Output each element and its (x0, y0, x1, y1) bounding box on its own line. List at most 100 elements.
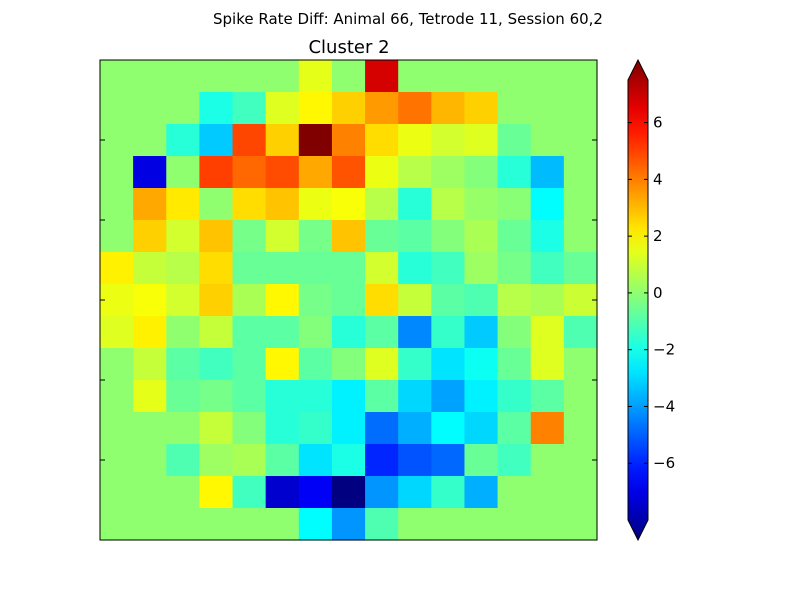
heatmap-cell (100, 380, 134, 413)
colorbar-tick-label: −4 (653, 397, 675, 415)
heatmap-cell (265, 284, 300, 317)
heatmap-cell (133, 316, 167, 349)
heatmap-cell (232, 220, 267, 253)
heatmap-cell (232, 348, 267, 381)
heatmap-cell (563, 92, 598, 125)
heatmap-cell (497, 92, 532, 125)
heatmap-cell (199, 476, 234, 509)
colorbar-tick-label: −6 (653, 454, 675, 472)
heatmap-cell (232, 252, 267, 285)
heatmap-cell (100, 252, 134, 285)
heatmap-cell (166, 156, 200, 189)
heatmap-cell (530, 252, 565, 285)
heatmap-cell (199, 92, 234, 125)
heatmap-cell (298, 252, 333, 285)
heatmap-cell (100, 284, 134, 317)
heatmap-cell (464, 348, 499, 381)
heatmap-cell (530, 380, 565, 413)
heatmap-cell (464, 92, 499, 125)
heatmap-cell (431, 188, 466, 221)
heatmap-cell (331, 252, 366, 285)
heatmap-cell (232, 380, 267, 413)
heatmap-cell (265, 188, 300, 221)
heatmap-cell (398, 60, 432, 93)
heatmap-cell (365, 380, 399, 413)
heatmap-cell (365, 444, 399, 477)
heatmap-cell (331, 60, 366, 93)
heatmap-cell (133, 252, 167, 285)
heatmap-cell (398, 380, 432, 413)
heatmap-cell (365, 508, 399, 541)
heatmap-cell (497, 252, 532, 285)
heatmap-cell (298, 220, 333, 253)
heatmap-cell (563, 444, 598, 477)
heatmap-cell (298, 444, 333, 477)
heatmap-cell (497, 508, 532, 541)
heatmap-cell (431, 252, 466, 285)
heatmap-cell (431, 284, 466, 317)
heatmap-cell (563, 284, 598, 317)
heatmap-cell (331, 220, 366, 253)
heatmap-cell (431, 508, 466, 541)
heatmap-cell (100, 92, 134, 125)
heatmap-cell (331, 380, 366, 413)
heatmap-cell (232, 412, 267, 445)
colorbar-ticks: 6 4 2 0 −2 −4 −6 (628, 114, 675, 472)
heatmap-cell (464, 252, 499, 285)
heatmap-cell (133, 476, 167, 509)
heatmap-cell (232, 284, 267, 317)
heatmap-cell (331, 444, 366, 477)
heatmap-cell (563, 476, 598, 509)
heatmap-cell (166, 284, 200, 317)
heatmap-cell (199, 252, 234, 285)
heatmap-cell (563, 124, 598, 157)
heatmap-cell (133, 412, 167, 445)
heatmap-cell (563, 348, 598, 381)
heatmap-cell (530, 124, 565, 157)
colorbar-body (627, 58, 649, 542)
heatmap-cell (265, 92, 300, 125)
heatmap-cell (431, 124, 466, 157)
heatmap-cell (199, 348, 234, 381)
colorbar-tick-label: 2 (653, 227, 663, 245)
heatmap-cell (365, 476, 399, 509)
heatmap-cell (464, 124, 499, 157)
heatmap-cell (431, 348, 466, 381)
heatmap-cell (365, 156, 399, 189)
heatmap-cell (464, 444, 499, 477)
heatmap-cell (298, 316, 333, 349)
heatmap-cell (133, 92, 167, 125)
heatmap-cell (563, 380, 598, 413)
heatmap-cell (398, 252, 432, 285)
heatmap-cell (398, 444, 432, 477)
heatmap-cell (166, 380, 200, 413)
heatmap-cell (166, 220, 200, 253)
heatmap-cell (464, 508, 499, 541)
heatmap-cell (166, 348, 200, 381)
heatmap-cell (530, 284, 565, 317)
colorbar-tick-label: −2 (653, 341, 675, 359)
heatmap-cell (398, 284, 432, 317)
heatmap-cell (100, 188, 134, 221)
heatmap-cell (398, 348, 432, 381)
heatmap-cell (530, 476, 565, 509)
colorbar (627, 58, 649, 542)
heatmap-cell (497, 188, 532, 221)
heatmap-cell (265, 348, 300, 381)
heatmap-cell (298, 284, 333, 317)
heatmap-cell (100, 348, 134, 381)
heatmap-cell (166, 412, 200, 445)
heatmap-cell (133, 444, 167, 477)
heatmap-cell (431, 92, 466, 125)
heatmap-cell (530, 220, 565, 253)
heatmap-cell (431, 220, 466, 253)
heatmap-cell (497, 476, 532, 509)
heatmap-cell (464, 220, 499, 253)
heatmap-cell (365, 316, 399, 349)
heatmap-cell (365, 284, 399, 317)
heatmap-cell (265, 316, 300, 349)
heatmap-cell (166, 508, 200, 541)
heatmap-cell (265, 476, 300, 509)
heatmap-cell (365, 60, 399, 93)
heatmap-cell (133, 124, 167, 157)
